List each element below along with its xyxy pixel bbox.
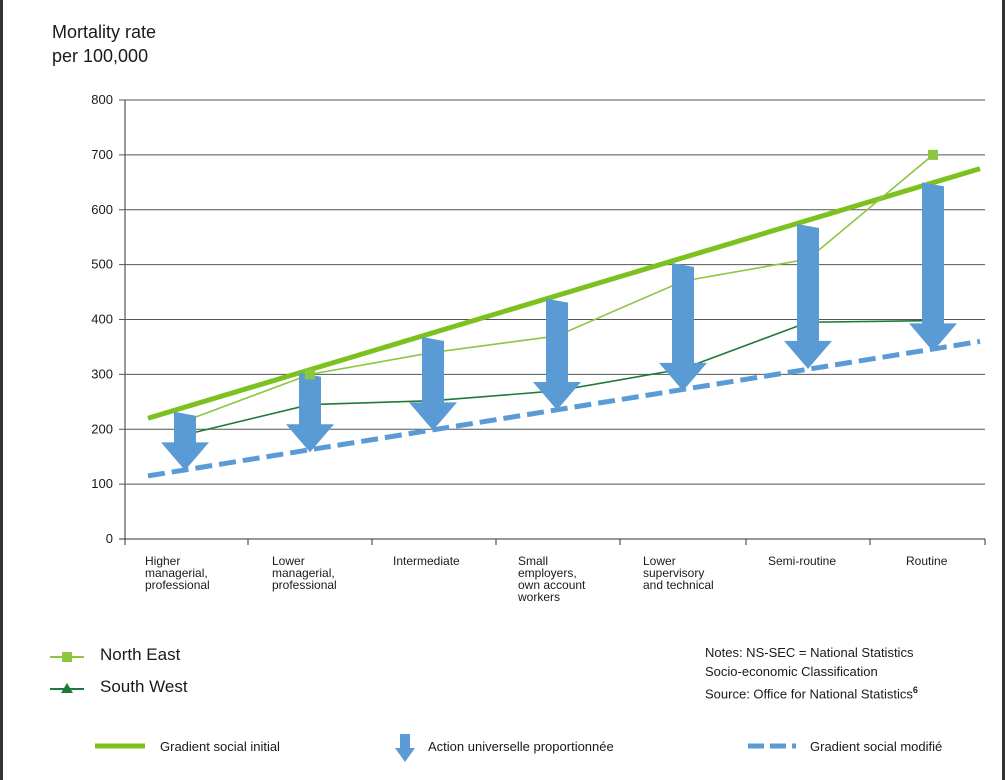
markers-layer — [305, 149, 938, 380]
y-tick-400: 400 — [91, 312, 113, 327]
arrow-6 — [909, 182, 957, 352]
x-tick-label-line: managerial, — [145, 566, 208, 580]
x-tick-label-line: workers — [517, 590, 560, 604]
legend-initial-swatch — [95, 743, 145, 749]
x-tick-label-line: Routine — [906, 554, 948, 568]
y-tick-labels: 0 100 200 300 400 500 600 700 800 — [91, 92, 113, 546]
x-tick-label-line: professional — [145, 578, 210, 592]
legend-north-east-swatch — [50, 652, 84, 662]
legend-modified-label: Gradient social modifié — [810, 739, 943, 754]
arrow-0 — [161, 411, 209, 471]
x-tick-label-line: Lower — [272, 554, 305, 568]
notes-source: Source: Office for National Statistics — [705, 686, 913, 702]
x-tick-label-line: Lower — [643, 554, 676, 568]
notes-line-2: Socio-economic Classification — [705, 664, 878, 679]
x-tick-label-4: Lower supervisory and technical — [643, 554, 714, 592]
y-tick-600: 600 — [91, 202, 113, 217]
y-tick-800: 800 — [91, 92, 113, 107]
arrows-layer — [161, 182, 957, 471]
notes-line-1: Notes: NS-SEC = National Statistics — [705, 645, 914, 660]
initial-gradient-layer — [147, 166, 981, 421]
x-tick-label-2: Intermediate — [393, 554, 460, 568]
legend-modified-swatch — [748, 743, 796, 749]
x-tick-label-line: managerial, — [272, 566, 335, 580]
x-tick-label-line: Higher — [145, 554, 180, 568]
arrow-1 — [286, 372, 334, 453]
x-tick-label-line: supervisory — [643, 566, 704, 580]
x-tick-label-line: employers, — [518, 566, 577, 580]
overlay-legend: Gradient social initial Action universel… — [0, 734, 1005, 764]
y-tick-300: 300 — [91, 366, 113, 381]
x-tick-label-line: Small — [518, 554, 548, 568]
legend-north-east-label: North East — [100, 645, 181, 664]
arrow-3 — [533, 298, 581, 411]
legend-initial-label: Gradient social initial — [160, 739, 280, 754]
arrow-4 — [659, 262, 707, 391]
arrow-5 — [784, 224, 832, 369]
x-tick-label-line: Intermediate — [393, 554, 460, 568]
x-tick-label-5: Semi-routine — [768, 554, 836, 568]
x-tick-label-1: Lower managerial, professional — [272, 554, 337, 592]
arrow-2 — [409, 337, 457, 431]
y-tick-200: 200 — [91, 421, 113, 436]
modified-gradient-layer — [147, 338, 981, 479]
y-tick-700: 700 — [91, 147, 113, 162]
modified-gradient-line — [147, 338, 981, 479]
y-tick-0: 0 — [106, 531, 113, 546]
initial-gradient-line — [147, 166, 981, 421]
x-tick-label-6: Routine — [906, 554, 948, 568]
marker-north-east-1 — [305, 369, 315, 380]
y-tick-500: 500 — [91, 257, 113, 272]
y-tick-100: 100 — [91, 476, 113, 491]
notes-line-3: Source: Office for National Statistics6 — [705, 681, 918, 703]
notes: Notes: NS-SEC = National Statistics Soci… — [705, 643, 918, 703]
x-tick-label-0: Higher managerial, professional — [145, 554, 210, 592]
legend-south-west-swatch — [50, 683, 84, 693]
frame-left — [0, 0, 3, 780]
x-tick-label-line: and technical — [643, 578, 714, 592]
marker-north-east-6 — [928, 149, 938, 160]
frame-right — [1002, 0, 1005, 780]
x-tick-label-3: Small employers, own account workers — [517, 554, 586, 604]
x-tick-label-line: own account — [518, 578, 586, 592]
x-tick-label-line: professional — [272, 578, 337, 592]
x-tick-label-line: Semi-routine — [768, 554, 836, 568]
y-axis-label: Mortality rate per 100,000 — [52, 22, 157, 66]
notes-footnote: 6 — [912, 685, 918, 695]
legend-action-label: Action universelle proportionnée — [428, 739, 614, 754]
legend-south-west-label: South West — [100, 677, 188, 696]
down-arrow-icon — [395, 734, 415, 762]
